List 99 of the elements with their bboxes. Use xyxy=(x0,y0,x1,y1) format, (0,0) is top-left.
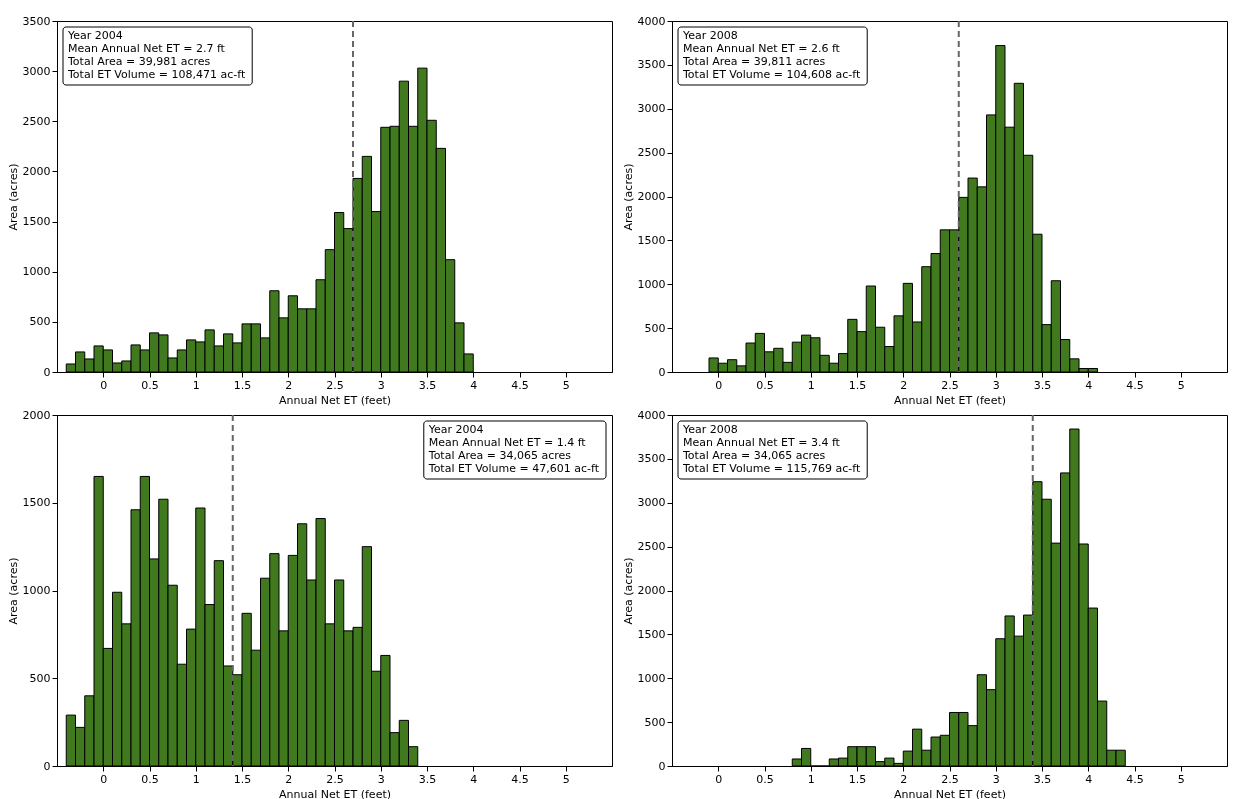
y-tick-label: 500 xyxy=(644,321,666,335)
annotation: Total Area = 34,065 acres xyxy=(427,449,572,462)
annotation: Total Area = 34,065 acres xyxy=(682,449,826,462)
x-tick-label: 4.5 xyxy=(511,378,529,392)
x-tick-label: 1.5 xyxy=(233,378,252,392)
x-tick-label: 3 xyxy=(377,772,385,786)
y-tick-label: 4000 xyxy=(637,408,666,422)
x-axis-title: Annual Net ET (feet) xyxy=(278,787,392,799)
x-tick-label: 3 xyxy=(992,772,1000,786)
y-tick-label: 3000 xyxy=(637,102,666,116)
x-tick-label: 0 xyxy=(100,772,108,786)
x-tick-label: 4.5 xyxy=(1126,378,1144,392)
y-tick-label: 2000 xyxy=(22,408,51,422)
x-tick-label: 5 xyxy=(1177,378,1185,392)
x-tick-label: 3.5 xyxy=(418,378,437,392)
x-tick-label: 5 xyxy=(562,772,570,786)
annotation: Mean Annual Net ET = 2.7 ft xyxy=(68,42,226,55)
x-tick-label: 1 xyxy=(192,378,200,392)
y-tick-label: 3000 xyxy=(22,64,51,78)
x-tick-label: 1.5 xyxy=(848,772,867,786)
annotation: Total ET Volume = 115,769 ac-ft xyxy=(682,462,861,475)
y-tick-label: 2500 xyxy=(637,540,666,554)
y-tick-label: 500 xyxy=(644,715,666,729)
x-tick-label: 0.5 xyxy=(141,378,159,392)
y-axis-title: Area (acres) xyxy=(621,557,635,625)
x-tick-label: 2.5 xyxy=(941,772,959,786)
y-tick-label: 1000 xyxy=(637,277,666,291)
x-tick-label: 1 xyxy=(192,772,200,786)
y-tick-label: 1500 xyxy=(637,627,666,641)
x-tick-label: 1.5 xyxy=(848,378,867,392)
annotation: Year 2004 xyxy=(427,423,484,436)
x-tick-label: 0 xyxy=(715,772,723,786)
annotation: Mean Annual Net ET = 2.6 ft xyxy=(683,42,841,55)
y-tick-label: 3500 xyxy=(637,452,666,466)
x-axis-title: Annual Net ET (feet) xyxy=(893,393,1007,407)
y-tick-label: 2500 xyxy=(22,114,51,128)
annotation: Total ET Volume = 108,471 ac-ft xyxy=(67,68,246,81)
annotation: Mean Annual Net ET = 3.4 ft xyxy=(683,436,841,449)
x-tick-label: 2 xyxy=(900,772,908,786)
x-tick-label: 4 xyxy=(470,772,478,786)
y-tick-label: 0 xyxy=(43,759,51,773)
x-axis-title: Annual Net ET (feet) xyxy=(893,787,1007,799)
x-axis-title: Annual Net ET (feet) xyxy=(278,393,392,407)
y-tick-label: 1500 xyxy=(22,496,51,510)
x-tick-label: 4.5 xyxy=(511,772,529,786)
x-tick-label: 0.5 xyxy=(756,378,774,392)
y-tick-label: 1500 xyxy=(22,215,51,229)
y-tick-label: 1000 xyxy=(22,584,51,597)
x-tick-label: 2 xyxy=(285,772,293,786)
y-tick-label: 4000 xyxy=(637,14,666,28)
x-tick-label: 4.5 xyxy=(1126,772,1144,786)
y-axis-title: Area (acres) xyxy=(621,163,635,231)
x-tick-label: 4 xyxy=(1085,772,1093,786)
x-tick-label: 3.5 xyxy=(1033,378,1052,392)
x-tick-label: 1 xyxy=(807,378,815,392)
x-tick-label: 3.5 xyxy=(418,772,437,786)
x-tick-label: 0 xyxy=(100,378,108,392)
y-tick-label: 1500 xyxy=(637,233,666,247)
x-tick-label: 3 xyxy=(992,378,1000,392)
x-tick-label: 5 xyxy=(562,378,570,392)
x-tick-label: 4 xyxy=(470,378,478,392)
x-tick-label: 3.5 xyxy=(1033,772,1052,786)
x-tick-label: 0.5 xyxy=(756,772,774,786)
y-tick-label: 1000 xyxy=(637,671,666,685)
x-tick-label: 0.5 xyxy=(141,772,159,786)
y-tick-label: 2000 xyxy=(637,584,666,597)
annotation: Year 2008 xyxy=(682,29,738,42)
annotation: Total Area = 39,811 acres xyxy=(682,55,826,68)
x-tick-label: 4 xyxy=(1085,378,1093,392)
x-tick-label: 0 xyxy=(715,378,723,392)
annotation: Year 2008 xyxy=(682,423,738,436)
x-tick-label: 2 xyxy=(900,378,908,392)
y-tick-label: 0 xyxy=(658,365,666,379)
y-tick-label: 3500 xyxy=(637,58,666,72)
annotation: Mean Annual Net ET = 1.4 ft xyxy=(428,436,587,449)
x-tick-label: 5 xyxy=(1177,772,1185,786)
y-axis-title: Area (acres) xyxy=(6,557,20,625)
y-tick-label: 500 xyxy=(29,315,51,329)
y-tick-label: 0 xyxy=(43,365,51,379)
y-tick-label: 0 xyxy=(658,759,666,773)
x-tick-label: 1.5 xyxy=(233,772,252,786)
x-tick-label: 2.5 xyxy=(941,378,959,392)
x-tick-label: 2.5 xyxy=(326,772,344,786)
x-tick-label: 1 xyxy=(807,772,815,786)
y-tick-label: 2000 xyxy=(22,164,51,178)
annotation: Year 2004 xyxy=(67,29,123,42)
annotation: Total ET Volume = 47,601 ac-ft xyxy=(427,462,600,475)
annotation: Total ET Volume = 104,608 ac-ft xyxy=(682,68,861,81)
y-tick-label: 2500 xyxy=(637,146,666,160)
x-tick-label: 2 xyxy=(285,378,293,392)
x-tick-label: 3 xyxy=(377,378,385,392)
annotation: Total Area = 39,981 acres xyxy=(67,55,211,68)
y-tick-label: 500 xyxy=(29,671,51,685)
x-tick-label: 2.5 xyxy=(326,378,344,392)
y-tick-label: 3000 xyxy=(637,496,666,510)
y-tick-label: 1000 xyxy=(22,265,51,279)
y-tick-label: 3500 xyxy=(22,14,51,28)
y-axis-title: Area (acres) xyxy=(6,163,20,231)
y-tick-label: 2000 xyxy=(637,190,666,203)
